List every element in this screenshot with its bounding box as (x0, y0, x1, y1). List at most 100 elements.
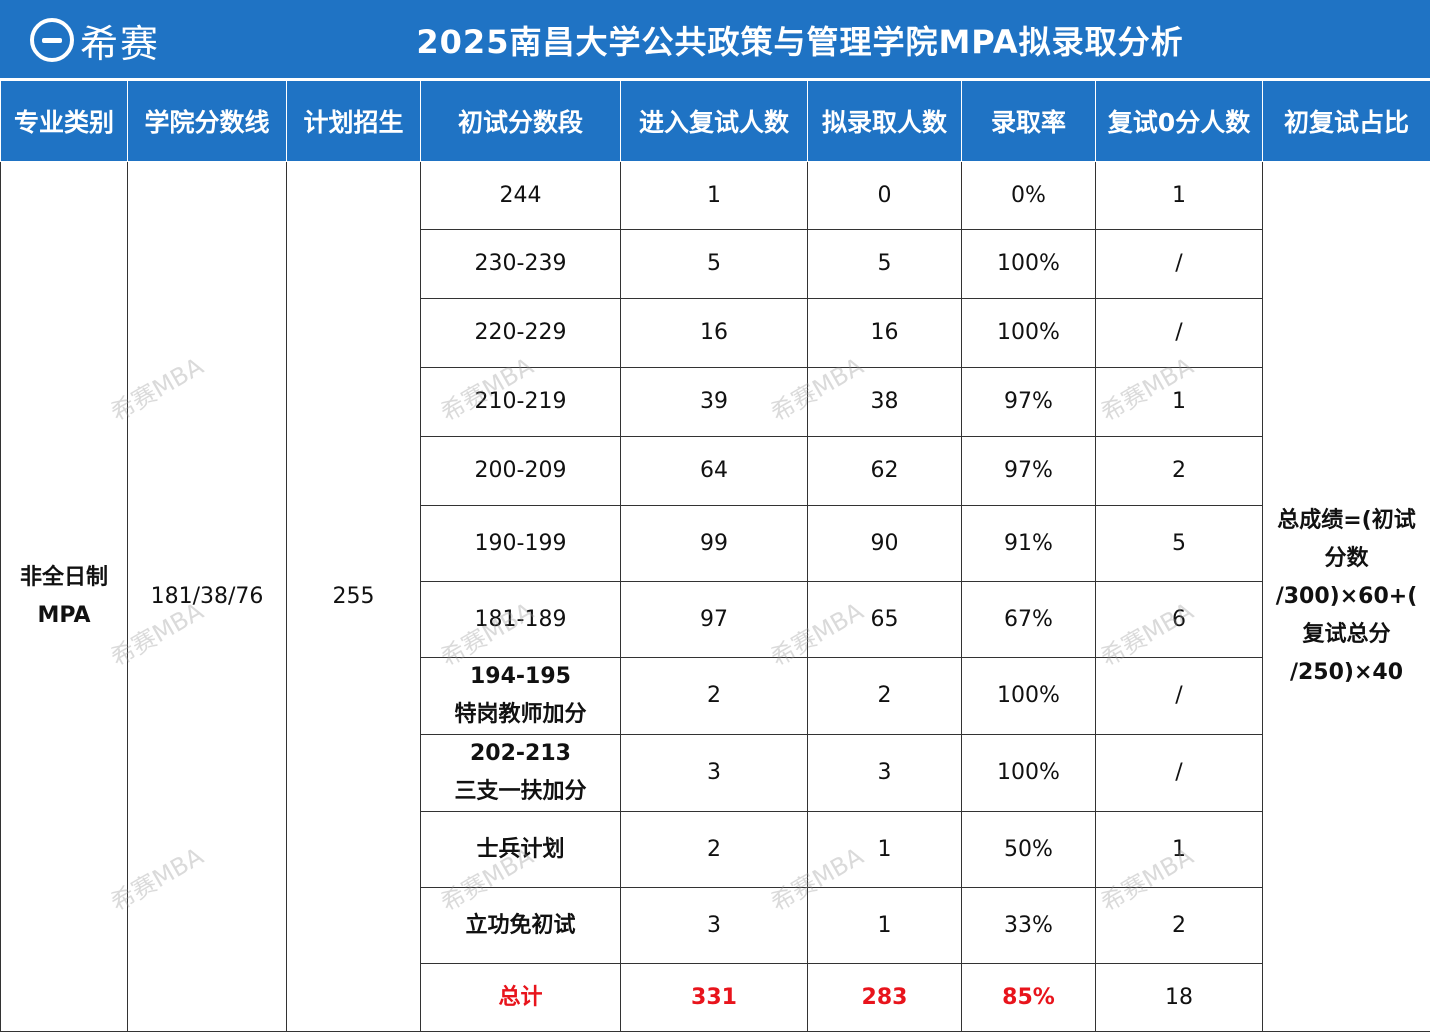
zero-cell: / (1095, 229, 1263, 299)
score-range-cell: 210-219 (420, 367, 621, 437)
col-header: 初复试占比 (1262, 80, 1430, 162)
score-range-line: 200-209 (474, 458, 567, 483)
zero-cell: / (1095, 298, 1263, 368)
entered-cell: 39 (620, 367, 808, 437)
page-title: 2025南昌大学公共政策与管理学院MPA拟录取分析 (416, 23, 1184, 61)
rate-cell: 97% (961, 436, 1096, 506)
formula-line: 复试总分 (1302, 621, 1391, 647)
score-range-cell: 220-229 (420, 298, 621, 368)
entered-cell: 2 (620, 657, 808, 735)
entered-cell: 2 (620, 811, 808, 888)
entered-cell: 5 (620, 229, 808, 299)
rate-cell: 100% (961, 298, 1096, 368)
plan-cell: 255 (286, 161, 421, 1032)
table-row: 194-195 特岗教师加分 2 2 100% / (1, 657, 1430, 735)
admitted-cell: 1 (807, 811, 962, 888)
score-range-cell: 200-209 (420, 436, 621, 506)
entered-cell: 3 (620, 734, 808, 812)
logo-text: 希赛 (80, 21, 161, 66)
table-row: 200-209 64 62 97% 2 (1, 436, 1430, 506)
zero-cell: 6 (1095, 581, 1263, 658)
entered-cell: 99 (620, 505, 808, 582)
zero-cell: 1 (1095, 811, 1263, 888)
entered-cell: 16 (620, 298, 808, 368)
rate-cell: 0% (961, 161, 1096, 230)
formula-line: 总成绩=(初试 (1277, 507, 1416, 533)
zero-cell: 1 (1095, 161, 1263, 230)
formula-line: /250)×40 (1289, 659, 1404, 685)
total-zero-cell: 18 (1095, 963, 1263, 1032)
entered-cell: 1 (620, 161, 808, 230)
score-range-line: 立功免初试 (465, 912, 576, 938)
rate-cell: 100% (961, 657, 1096, 735)
score-range-cell: 230-239 (420, 229, 621, 299)
category-line: 非全日制 (19, 564, 108, 590)
score-range-cell: 181-189 (420, 581, 621, 658)
category-cell: 非全日制 MPA (0, 161, 128, 1032)
rate-cell: 91% (961, 505, 1096, 582)
rate-cell: 100% (961, 734, 1096, 812)
rate-cell: 50% (961, 811, 1096, 888)
score-range-cell: 190-199 (420, 505, 621, 582)
score-range-line: 210-219 (474, 389, 567, 414)
total-entered-cell: 331 (620, 963, 808, 1032)
table-row: 190-199 99 90 91% 5 (1, 505, 1430, 582)
col-header: 计划招生 (286, 80, 421, 162)
col-header: 进入复试人数 (620, 80, 808, 162)
entered-cell: 97 (620, 581, 808, 658)
formula-line: /300)×60+( (1275, 583, 1418, 609)
total-row: 总计 331 283 85% 18 (1, 963, 1430, 1032)
total-rate-cell: 85% (961, 963, 1096, 1032)
col-header: 录取率 (961, 80, 1096, 162)
score-range-cell: 244 (420, 161, 621, 230)
cutoff-cell: 181/38/76 (127, 161, 287, 1032)
category-line: MPA (37, 602, 91, 628)
admitted-cell: 3 (807, 734, 962, 812)
col-header: 拟录取人数 (807, 80, 962, 162)
admitted-cell: 38 (807, 367, 962, 437)
col-header: 复试0分人数 (1095, 80, 1263, 162)
col-header: 专业类别 (0, 80, 128, 162)
rate-cell: 97% (961, 367, 1096, 437)
score-range-line: 190-199 (474, 530, 567, 556)
formula-cell: 总成绩=(初试 分数/300)×60+( 复试总分/250)×40 (1262, 161, 1430, 1032)
formula-line: 分数 (1324, 545, 1369, 571)
rate-cell: 67% (961, 581, 1096, 658)
header-row: 专业类别 学院分数线 计划招生 初试分数段 进入复试人数 拟录取人数 录取率 复… (0, 80, 1430, 162)
score-range-line: 202-213 (470, 741, 571, 766)
entered-cell: 64 (620, 436, 808, 506)
table-row: 士兵计划 2 1 50% 1 (1, 811, 1430, 888)
score-range-line: 244 (499, 182, 542, 208)
score-range-line: 三支一扶加分 (454, 779, 587, 804)
zero-cell: / (1095, 734, 1263, 812)
admitted-cell: 5 (807, 229, 962, 299)
total-label-cell: 总计 (420, 963, 621, 1032)
zero-cell: / (1095, 657, 1263, 735)
score-range-line: 特岗教师加分 (454, 702, 587, 727)
admitted-cell: 62 (807, 436, 962, 506)
table-row: 非全日制 MPA 181/38/76 255 244 1 0 0% 1 总成绩=(初试 分数/300… (0, 161, 1430, 1032)
score-range-line: 194-195 (470, 664, 571, 689)
admitted-cell: 0 (807, 161, 962, 230)
admission-table: 专业类别 学院分数线 计划招生 初试分数段 进入复试人数 拟录取人数 录取率 复… (0, 80, 1430, 1032)
score-range-cell: 士兵计划 (420, 811, 621, 888)
col-header: 初试分数段 (420, 80, 621, 162)
table-row: 230-239 5 5 100% / (1, 229, 1430, 299)
title-bar: 希赛 2025南昌大学公共政策与管理学院MPA拟录取分析 (0, 0, 1430, 80)
admitted-cell: 16 (807, 298, 962, 368)
zero-cell: 2 (1095, 436, 1263, 506)
score-range-cell: 194-195 特岗教师加分 (420, 657, 621, 735)
zero-cell: 2 (1095, 887, 1263, 964)
admitted-cell: 65 (807, 581, 962, 658)
col-header: 学院分数线 (127, 80, 287, 162)
score-range-line: 士兵计划 (476, 836, 565, 862)
entered-cell: 3 (620, 887, 808, 964)
total-admitted-cell: 283 (807, 963, 962, 1032)
table-row: 202-213 三支一扶加分 3 3 100% / (1, 734, 1430, 812)
logo-e-icon (30, 18, 74, 62)
score-range-line: 230-239 (474, 251, 567, 276)
admitted-cell: 1 (807, 887, 962, 964)
zero-cell: 5 (1095, 505, 1263, 582)
score-range-line: 220-229 (474, 320, 567, 345)
score-range-cell: 立功免初试 (420, 887, 621, 964)
